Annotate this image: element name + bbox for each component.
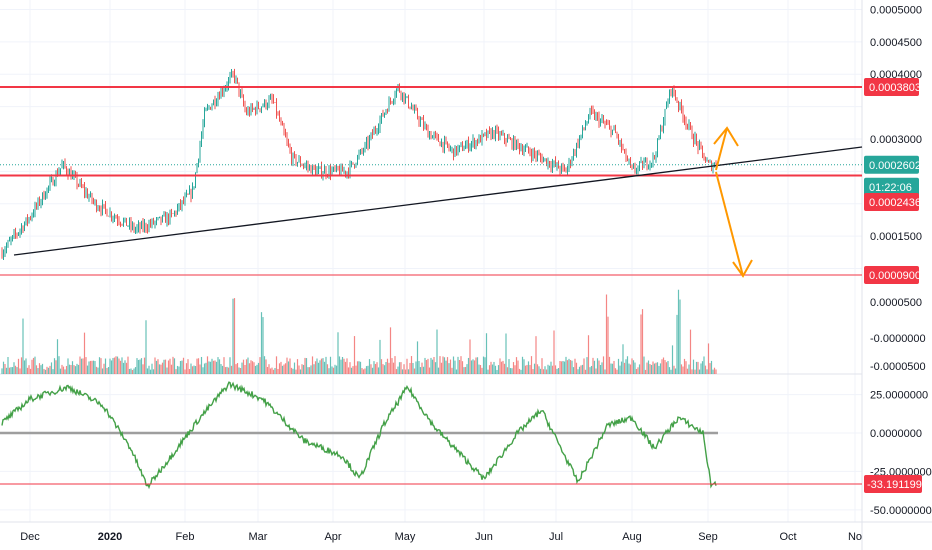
level-badge-bg	[864, 78, 919, 96]
price-tick-label: 0.0001500	[870, 231, 922, 243]
time-tick-label: Oct	[779, 531, 796, 543]
arrow-up-head	[713, 126, 739, 147]
price-axis[interactable]: 0.00050000.00045000.00040000.00030000.00…	[864, 4, 932, 517]
time-tick-label: Dec	[20, 531, 40, 543]
countdown-badge-text: 01:22:06	[869, 182, 912, 194]
time-tick-label: Jun	[475, 531, 493, 543]
time-tick-label: Apr	[324, 531, 341, 543]
time-tick-label: No	[848, 531, 862, 543]
candlestick-series	[1, 68, 717, 260]
time-tick-label: Aug	[622, 531, 642, 543]
arrow-up[interactable]	[715, 127, 728, 171]
trendline[interactable]	[13, 146, 863, 256]
oscillator-value-badge-text: -33.1911995	[867, 479, 928, 491]
oscillator-line	[1, 381, 717, 490]
price-pane[interactable]	[1, 68, 717, 260]
level-badge-text: 0.0000900	[869, 270, 921, 282]
volume-pane	[1, 289, 717, 374]
oscillator-value-badge-bg	[864, 475, 922, 493]
level-badge[interactable]: 0.0003803	[864, 78, 921, 96]
level-badge-bg	[864, 193, 919, 211]
time-tick-label: Mar	[249, 531, 268, 543]
time-tick-label: Jul	[549, 531, 563, 543]
countdown-badge[interactable]: 01:22:06	[864, 177, 919, 196]
level-badge[interactable]: 0.0000900	[864, 266, 921, 284]
volume-tick-label: -0.0000500	[870, 361, 926, 373]
level-badge-bg	[864, 266, 919, 284]
price-tick-label: 0.0005000	[870, 4, 922, 16]
level-badge[interactable]: 0.0002436	[864, 193, 921, 211]
volume-series	[1, 289, 717, 374]
oscillator-tick-label: 25.0000000	[870, 390, 928, 402]
oscillator-tick-label: -50.0000000	[870, 505, 932, 517]
time-tick-label: Sep	[698, 531, 718, 543]
countdown-badge-bg	[864, 177, 919, 196]
volume-tick-label: 0.0000500	[870, 297, 922, 309]
price-tick-label: 0.0004500	[870, 37, 922, 49]
drawings-layer[interactable]	[0, 86, 863, 278]
time-tick-label: May	[395, 531, 416, 543]
last-price-badge[interactable]: 0.0002602	[864, 155, 921, 174]
volume-tick-label: -0.0000000	[870, 333, 926, 345]
oscillator-tick-label: 0.0000000	[870, 428, 922, 440]
oscillator-value-badge[interactable]: -33.1911995	[864, 475, 928, 493]
time-tick-label: 2020	[98, 531, 122, 543]
arrow-down-head	[732, 259, 753, 278]
oscillator-pane	[0, 381, 862, 490]
time-tick-label: Feb	[176, 531, 195, 543]
level-badge-text: 0.0003803	[869, 82, 921, 94]
last-price-badge-bg	[864, 155, 919, 174]
arrow-down[interactable]	[715, 171, 744, 277]
level-badge-text: 0.0002436	[869, 197, 921, 209]
time-axis[interactable]: Dec 2020 Feb Mar Apr May Jun Jul Aug Sep Oct No	[20, 531, 862, 543]
last-price-badge-text: 0.0002602	[869, 160, 921, 172]
price-tick-label: 0.0003000	[870, 134, 922, 146]
